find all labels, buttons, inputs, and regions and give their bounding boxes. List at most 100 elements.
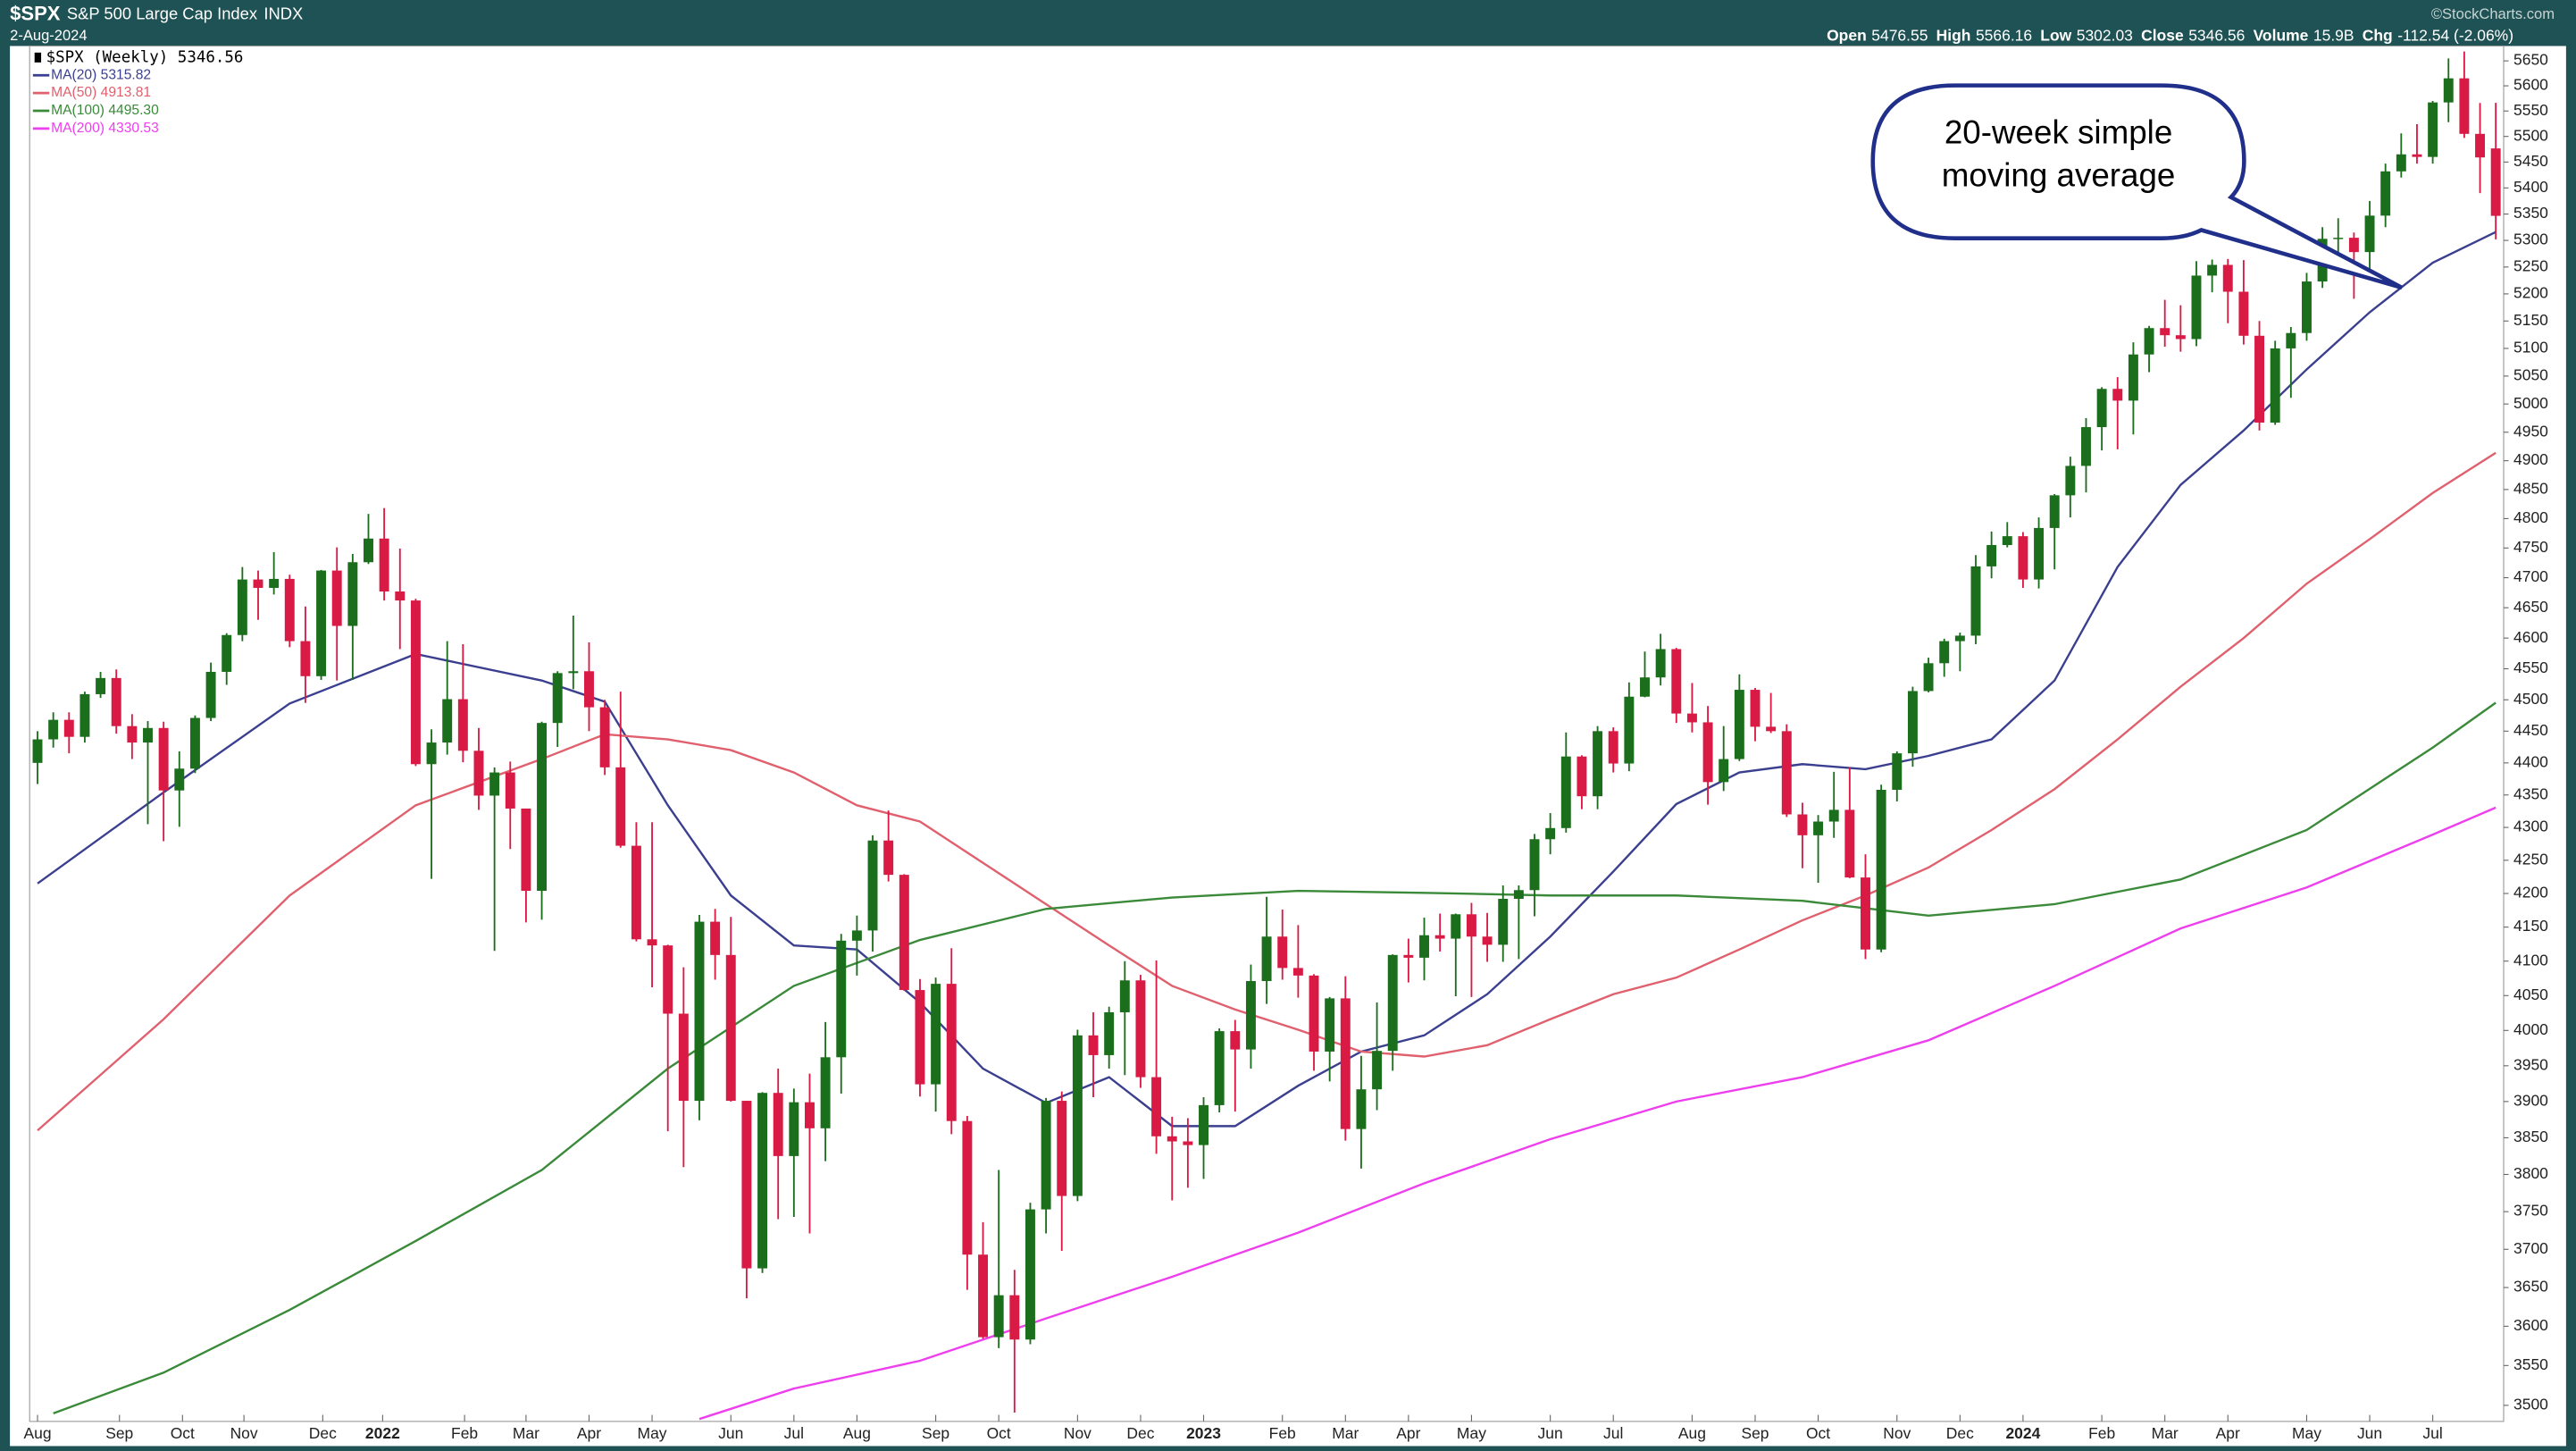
- y-tick-label: 5650: [2513, 51, 2548, 69]
- candle-body: [379, 538, 389, 591]
- candle-body: [300, 641, 311, 676]
- candle-body: [1214, 1031, 1225, 1105]
- y-tick-label: 5050: [2513, 366, 2548, 384]
- candle-body: [1057, 1101, 1067, 1196]
- plot-border: [29, 45, 2505, 1422]
- candle-body: [867, 840, 878, 931]
- x-tick-label: Jul: [1603, 1424, 1623, 1442]
- x-tick-label: Dec: [309, 1424, 337, 1442]
- candle-body: [836, 940, 847, 1058]
- y-tick-label: 5400: [2513, 178, 2548, 196]
- candle-body: [1750, 690, 1761, 727]
- candle-body: [426, 742, 437, 765]
- y-tick-label: 4750: [2513, 538, 2548, 556]
- candle-body: [1277, 936, 1288, 969]
- candle-body: [1813, 821, 1824, 835]
- candle-body: [1545, 827, 1556, 840]
- candle-body: [915, 990, 925, 1085]
- quote-value: 5476.55: [1871, 26, 1928, 44]
- candle-body: [1529, 839, 1540, 891]
- quote-label: Open: [1827, 26, 1867, 44]
- annotation-text: moving average: [1942, 156, 2176, 193]
- y-tick-label: 4600: [2513, 628, 2548, 646]
- y-tick-label: 4300: [2513, 818, 2548, 835]
- candle-body: [694, 921, 705, 1102]
- y-tick-label: 4500: [2513, 690, 2548, 708]
- candle-body: [48, 719, 59, 740]
- candle-body: [725, 954, 736, 1102]
- x-tick-label: Oct: [987, 1424, 1011, 1442]
- candle-body: [347, 562, 358, 626]
- y-tick-label: 3600: [2513, 1316, 2548, 1334]
- candle-body: [1513, 890, 1524, 899]
- y-tick-label: 4650: [2513, 598, 2548, 616]
- quote-value: 5346.56: [2188, 26, 2245, 44]
- x-tick-label: Jun: [718, 1424, 743, 1442]
- candle-body: [1340, 998, 1351, 1129]
- candle-body: [2112, 389, 2123, 401]
- candle-body: [2412, 154, 2422, 157]
- candle-body: [1939, 641, 1950, 664]
- quote-label: Volume: [2254, 26, 2309, 44]
- candle-body: [1088, 1035, 1099, 1055]
- candle-body: [1560, 756, 1571, 828]
- candle-body: [1309, 975, 1319, 1052]
- candle-body: [1671, 649, 1682, 714]
- quote-label: Chg: [2363, 26, 2393, 44]
- candle-body: [2081, 427, 2091, 466]
- quote-label: Close: [2141, 26, 2184, 44]
- x-tick-label: Jul: [2422, 1424, 2442, 1442]
- candle-body: [2490, 148, 2501, 216]
- candle-body: [851, 930, 862, 941]
- candle-body: [1292, 968, 1303, 976]
- candle-body: [505, 772, 515, 809]
- legend-label: MA(200) 4330.53: [51, 121, 159, 136]
- legend-label: MA(50) 4913.81: [51, 85, 151, 100]
- candle-body: [1325, 998, 1335, 1052]
- x-tick-label: Aug: [843, 1424, 871, 1442]
- candle-body: [805, 1102, 815, 1128]
- candle-body: [2096, 389, 2107, 428]
- y-tick-label: 5200: [2513, 284, 2548, 302]
- candle-body: [678, 1013, 689, 1102]
- y-tick-label: 3750: [2513, 1202, 2548, 1220]
- candle-body: [1702, 722, 1713, 783]
- watermark: ©StockCharts.com: [2431, 5, 2555, 22]
- candle-body: [521, 808, 531, 892]
- candle-body: [410, 600, 421, 765]
- quote: Open 5476.55 High 5566.16 Low 5302.03 Close 534…: [1827, 26, 2513, 44]
- x-tick-label: May: [638, 1424, 667, 1442]
- quote-value: 5566.16: [1976, 26, 2032, 44]
- candle-body: [316, 570, 327, 676]
- candle-body: [1954, 635, 1965, 642]
- candle-body: [1419, 935, 1429, 958]
- date: 2-Aug-2024: [10, 27, 87, 44]
- x-tick-label: Aug: [1678, 1424, 1706, 1442]
- x-tick-label: Jun: [2357, 1424, 2382, 1442]
- legend-label: $SPX (Weekly) 5346.56: [46, 48, 244, 66]
- candle-body: [2002, 536, 2012, 546]
- y-tick-label: 5450: [2513, 152, 2548, 170]
- candle-body: [1104, 1011, 1115, 1055]
- candle-body: [2396, 154, 2406, 172]
- candle-body: [978, 1254, 989, 1338]
- x-tick-label: Sep: [1741, 1424, 1769, 1442]
- candle-body: [1135, 980, 1146, 1078]
- candle-body: [364, 538, 373, 563]
- exchange: INDX: [263, 4, 303, 22]
- x-tick-label: Dec: [1126, 1424, 1154, 1442]
- candle-body: [2222, 264, 2233, 292]
- plot: [32, 51, 2501, 1421]
- y-tick-label: 3650: [2513, 1278, 2548, 1296]
- candle-body: [473, 751, 484, 796]
- candle-body: [111, 677, 121, 726]
- candle-body: [2428, 102, 2438, 157]
- y-tick-label: 4150: [2513, 917, 2548, 935]
- x-tick-label: Apr: [1396, 1424, 1420, 1442]
- quote-label: Low: [2040, 26, 2071, 44]
- candle-body: [1844, 809, 1855, 878]
- candle-body: [1608, 731, 1618, 764]
- candle-body: [269, 578, 280, 588]
- candle-body: [489, 772, 500, 796]
- y-tick-label: 4950: [2513, 422, 2548, 440]
